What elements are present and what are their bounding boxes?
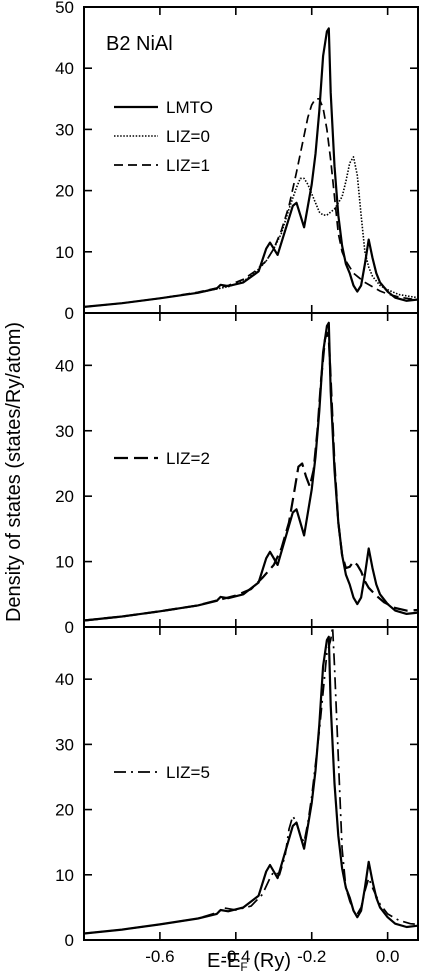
series-line-liz-0 bbox=[84, 156, 418, 308]
x-tick-label: -0.2 bbox=[297, 947, 326, 966]
y-tick-label: 20 bbox=[55, 487, 74, 506]
y-tick-label: 50 bbox=[55, 0, 74, 17]
y-tick-label: 10 bbox=[55, 553, 74, 572]
x-tick-label: -0.6 bbox=[145, 947, 174, 966]
y-tick-label: 20 bbox=[55, 801, 74, 820]
y-tick-label: 40 bbox=[55, 670, 74, 689]
series-line-lmto bbox=[84, 27, 418, 308]
y-tick-label: 0 bbox=[65, 304, 74, 323]
legend-label: LIZ=5 bbox=[166, 763, 210, 782]
legend-label: LIZ=2 bbox=[166, 449, 210, 468]
y-tick-label: 30 bbox=[55, 120, 74, 139]
legend-label: LMTO bbox=[166, 98, 213, 117]
legend-label: LIZ=0 bbox=[166, 127, 210, 146]
y-tick-label: 10 bbox=[55, 866, 74, 885]
y-axis-title: Density of states (states/Ry/atom) bbox=[3, 322, 25, 622]
panel-frame bbox=[83, 626, 419, 941]
y-tick-label: 10 bbox=[55, 243, 74, 262]
x-axis-title-main: E-E bbox=[207, 950, 240, 972]
y-tick-label: 0 bbox=[65, 931, 74, 950]
y-tick-label: 40 bbox=[55, 59, 74, 78]
legend-label: LIZ=1 bbox=[166, 156, 210, 175]
panel-frame bbox=[83, 312, 419, 628]
panel-2: 0 10 20 30 40 LIZ=2 bbox=[55, 312, 419, 637]
x-axis-title-unit: (Ry) bbox=[248, 950, 291, 972]
series-line-liz-2 bbox=[84, 331, 418, 622]
series-line-liz-1 bbox=[84, 97, 418, 308]
svg-text:E-EF (Ry): E-EF (Ry) bbox=[207, 950, 291, 974]
x-axis-title-subscript: F bbox=[240, 960, 247, 974]
y-tick-label: 0 bbox=[65, 618, 74, 637]
x-axis-title: E-EF (Ry) bbox=[207, 950, 291, 974]
x-tick-label: -0.4 bbox=[221, 947, 250, 966]
panel-3: 0 10 20 30 40 -0.6 -0.4 -0.2 0.0 LIZ=5 bbox=[55, 626, 419, 966]
panel-title: B2 NiAl bbox=[106, 33, 173, 55]
series-line-lmto bbox=[84, 321, 418, 622]
series-line-liz-5 bbox=[84, 627, 418, 935]
y-tick-label: 20 bbox=[55, 182, 74, 201]
series-line-lmto bbox=[84, 635, 418, 935]
y-tick-label: 30 bbox=[55, 735, 74, 754]
y-tick-label: 30 bbox=[55, 422, 74, 441]
y-tick-label: 40 bbox=[55, 356, 74, 375]
x-tick-label: 0.0 bbox=[376, 947, 400, 966]
panel-1: 0 10 20 30 40 50 B2 NiAl LMTO LIZ=0 LIZ=1 bbox=[55, 0, 419, 323]
